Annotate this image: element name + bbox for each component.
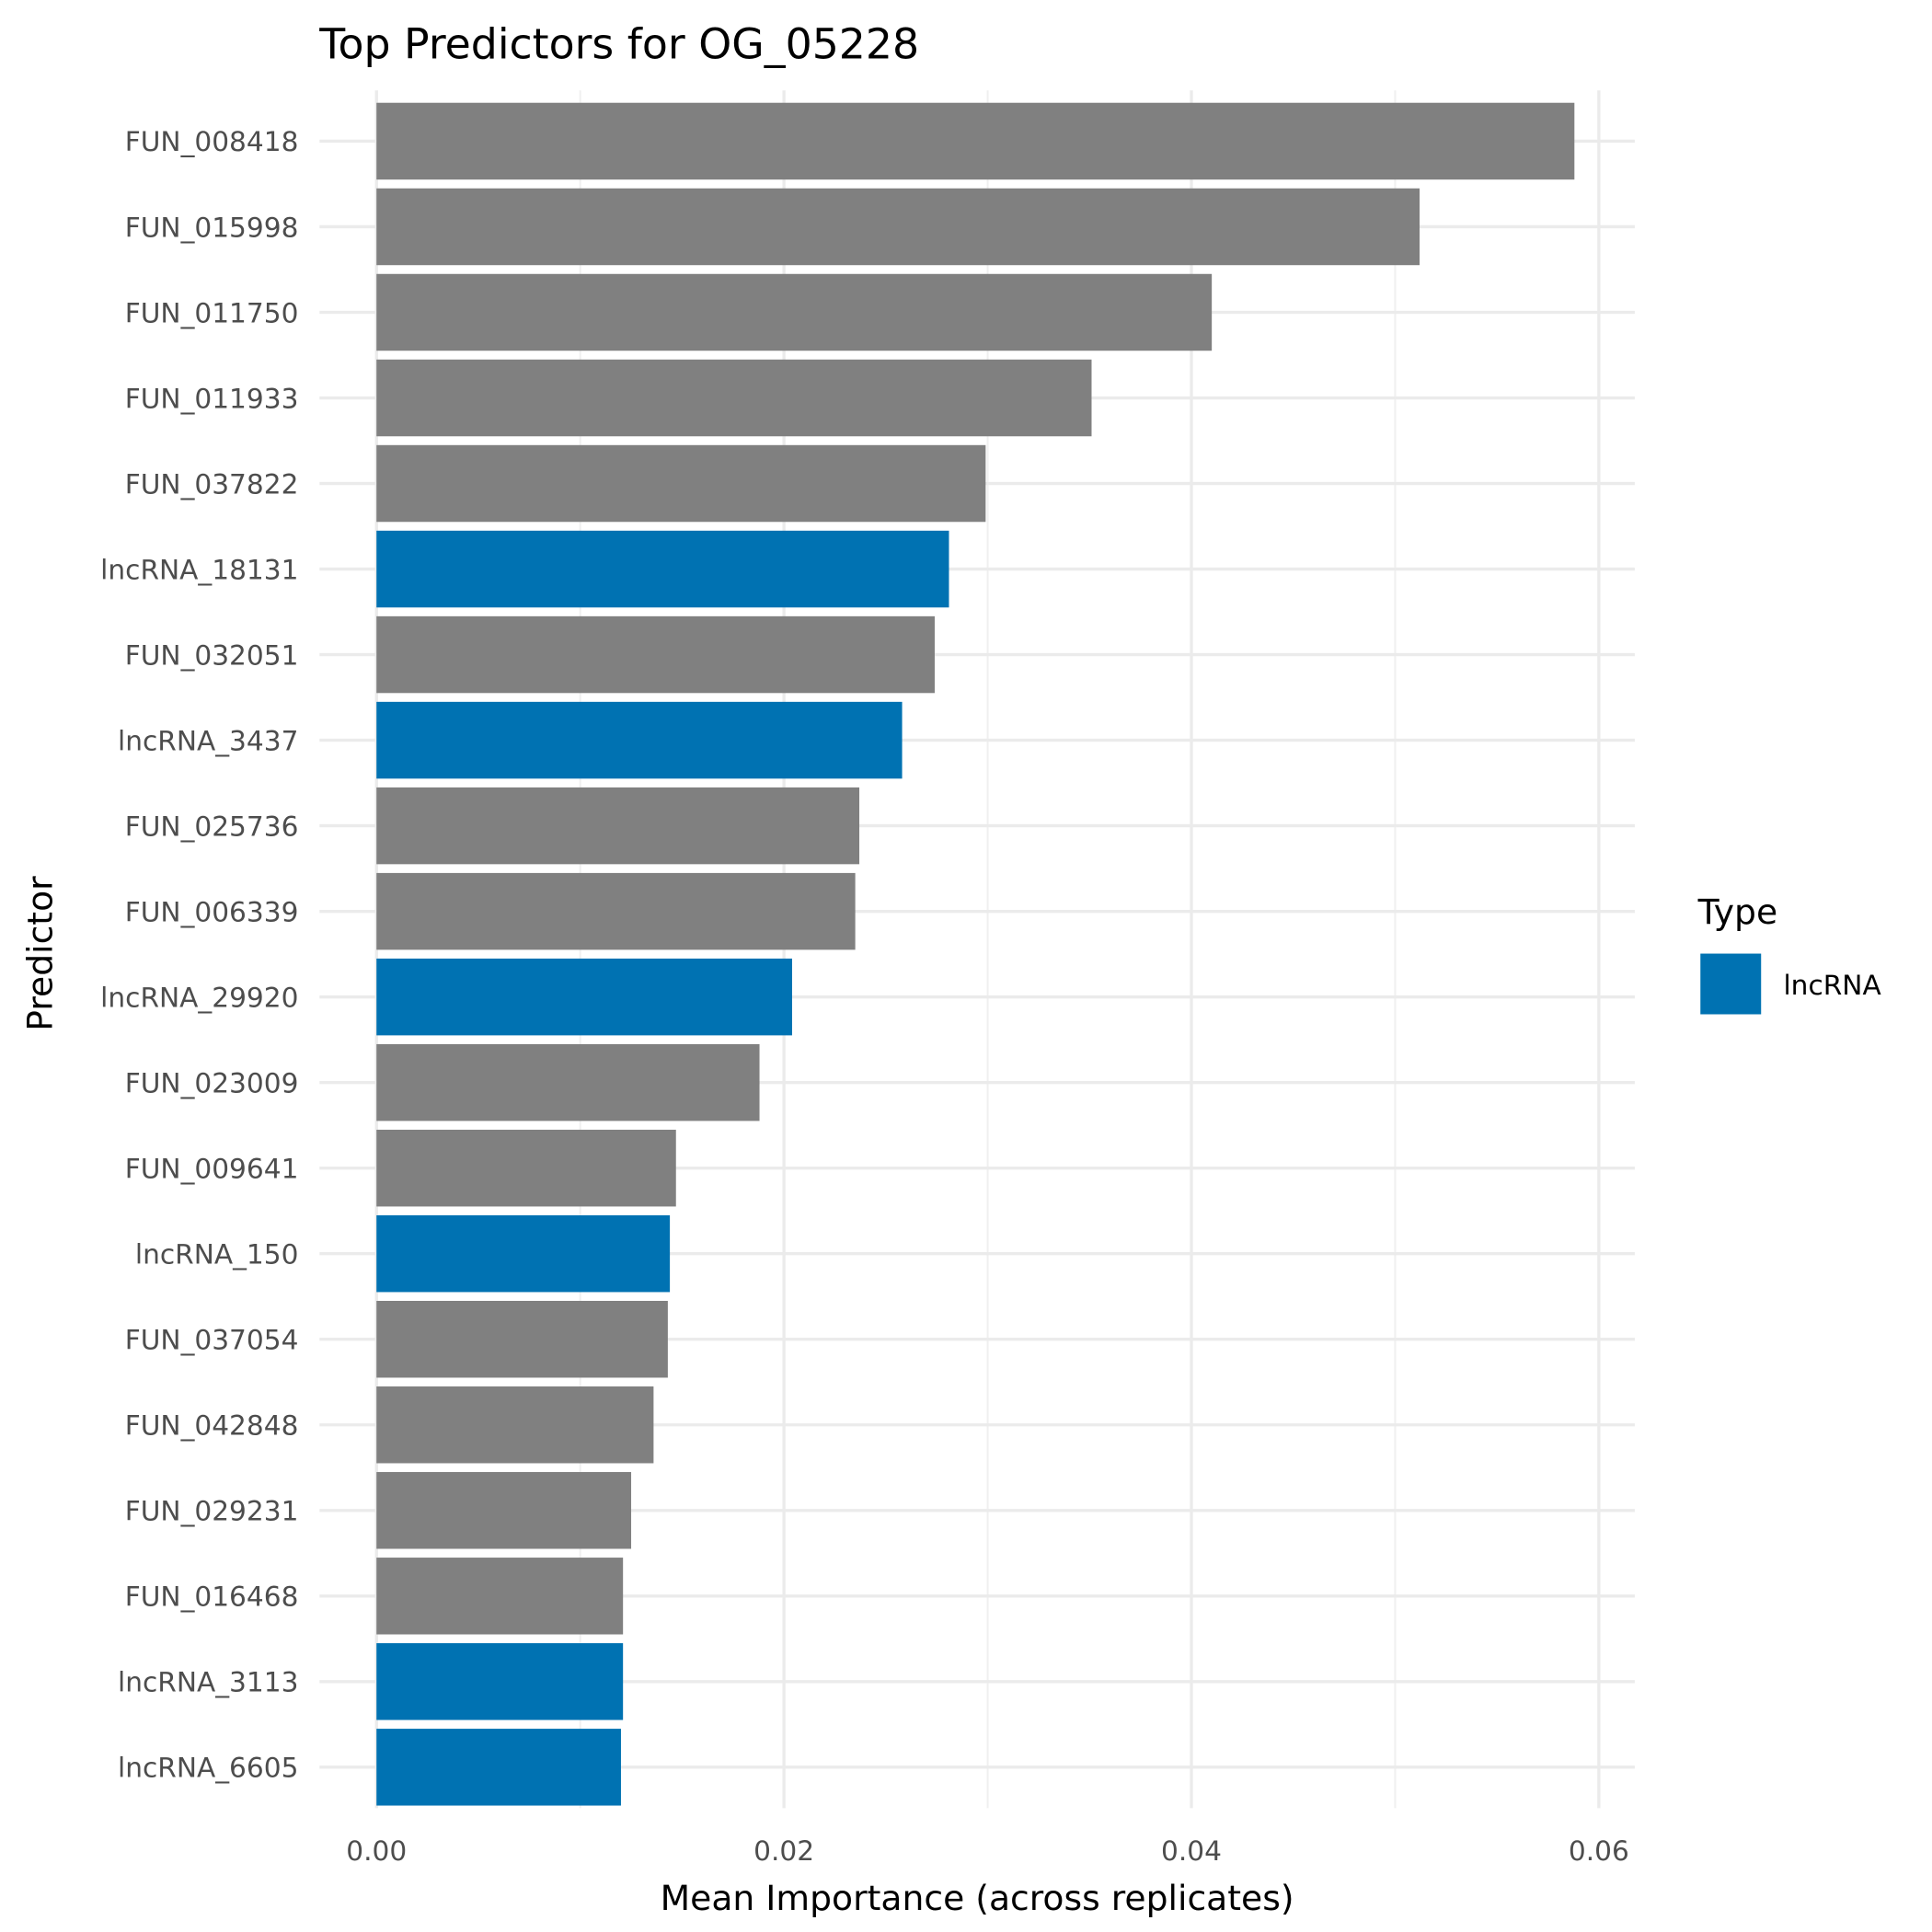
bar-FUN_016468 bbox=[376, 1558, 624, 1635]
bar-FUN_011933 bbox=[376, 359, 1092, 437]
y-tick-label: FUN_037054 bbox=[125, 1325, 299, 1356]
y-tick-label: lncRNA_29920 bbox=[100, 982, 298, 1013]
y-tick-label: FUN_008418 bbox=[125, 126, 299, 157]
y-tick-label: FUN_032051 bbox=[125, 639, 299, 671]
x-tick-label: 0.00 bbox=[346, 1835, 407, 1867]
y-tick-label: FUN_042848 bbox=[125, 1410, 299, 1442]
bar-lncRNA_150 bbox=[376, 1214, 671, 1293]
legend-label-lncrna: lncRNA bbox=[1783, 970, 1881, 1001]
y-tick-label: FUN_025736 bbox=[125, 811, 299, 842]
bar-lncRNA_3437 bbox=[376, 701, 903, 779]
y-tick-label: lncRNA_3437 bbox=[118, 725, 298, 756]
x-axis-title: Mean Importance (across replicates) bbox=[661, 1878, 1294, 1918]
bar-FUN_015998 bbox=[376, 188, 1420, 266]
y-tick-label: FUN_015998 bbox=[125, 212, 299, 243]
bar-lncRNA_29920 bbox=[376, 958, 792, 1036]
bar-FUN_008418 bbox=[376, 102, 1575, 180]
y-tick-label: lncRNA_6605 bbox=[118, 1753, 298, 1784]
bar-FUN_029231 bbox=[376, 1472, 632, 1549]
bar-FUN_025736 bbox=[376, 787, 860, 865]
x-tick-label: 0.04 bbox=[1161, 1835, 1222, 1867]
y-tick-labels: FUN_008418 FUN_015998 FUN_011750 FUN_011933… bbox=[100, 126, 298, 1783]
legend-key-lncrna bbox=[1700, 953, 1762, 1015]
y-tick-label: FUN_023009 bbox=[125, 1067, 299, 1098]
bars bbox=[376, 102, 1575, 1806]
bar-FUN_037054 bbox=[376, 1301, 668, 1378]
legend-title: Type bbox=[1697, 891, 1778, 932]
y-tick-label: FUN_016468 bbox=[125, 1581, 299, 1613]
bar-FUN_037822 bbox=[376, 444, 986, 523]
y-tick-label: lncRNA_18131 bbox=[100, 554, 298, 585]
bar-lncRNA_6605 bbox=[376, 1729, 621, 1806]
x-tick-label: 0.02 bbox=[753, 1835, 814, 1867]
bar-FUN_042848 bbox=[376, 1386, 654, 1464]
bar-lncRNA_3113 bbox=[376, 1643, 624, 1720]
bar-lncRNA_18131 bbox=[376, 530, 949, 608]
x-tick-labels: 0.00 0.02 0.04 0.06 bbox=[346, 1835, 1629, 1867]
y-tick-label: FUN_006339 bbox=[125, 896, 299, 927]
legend: Type lncRNA bbox=[1697, 891, 1881, 1015]
y-tick-label: lncRNA_150 bbox=[135, 1238, 299, 1270]
y-tick-label: FUN_009641 bbox=[125, 1153, 299, 1184]
bar-FUN_009641 bbox=[376, 1129, 676, 1207]
bar-FUN_023009 bbox=[376, 1043, 760, 1121]
bar-FUN_011750 bbox=[376, 273, 1213, 351]
x-tick-label: 0.06 bbox=[1569, 1835, 1629, 1867]
y-tick-label: FUN_037822 bbox=[125, 468, 299, 500]
bar-FUN_032051 bbox=[376, 615, 935, 694]
y-tick-label: lncRNA_3113 bbox=[118, 1667, 298, 1698]
y-tick-label: FUN_011933 bbox=[125, 383, 299, 414]
bar-FUN_006339 bbox=[376, 872, 856, 950]
y-tick-label: FUN_029231 bbox=[125, 1496, 299, 1527]
y-tick-label: FUN_011750 bbox=[125, 297, 299, 328]
chart-title: Top Predictors for OG_05228 bbox=[318, 19, 919, 68]
y-axis-title: Predictor bbox=[20, 876, 61, 1031]
